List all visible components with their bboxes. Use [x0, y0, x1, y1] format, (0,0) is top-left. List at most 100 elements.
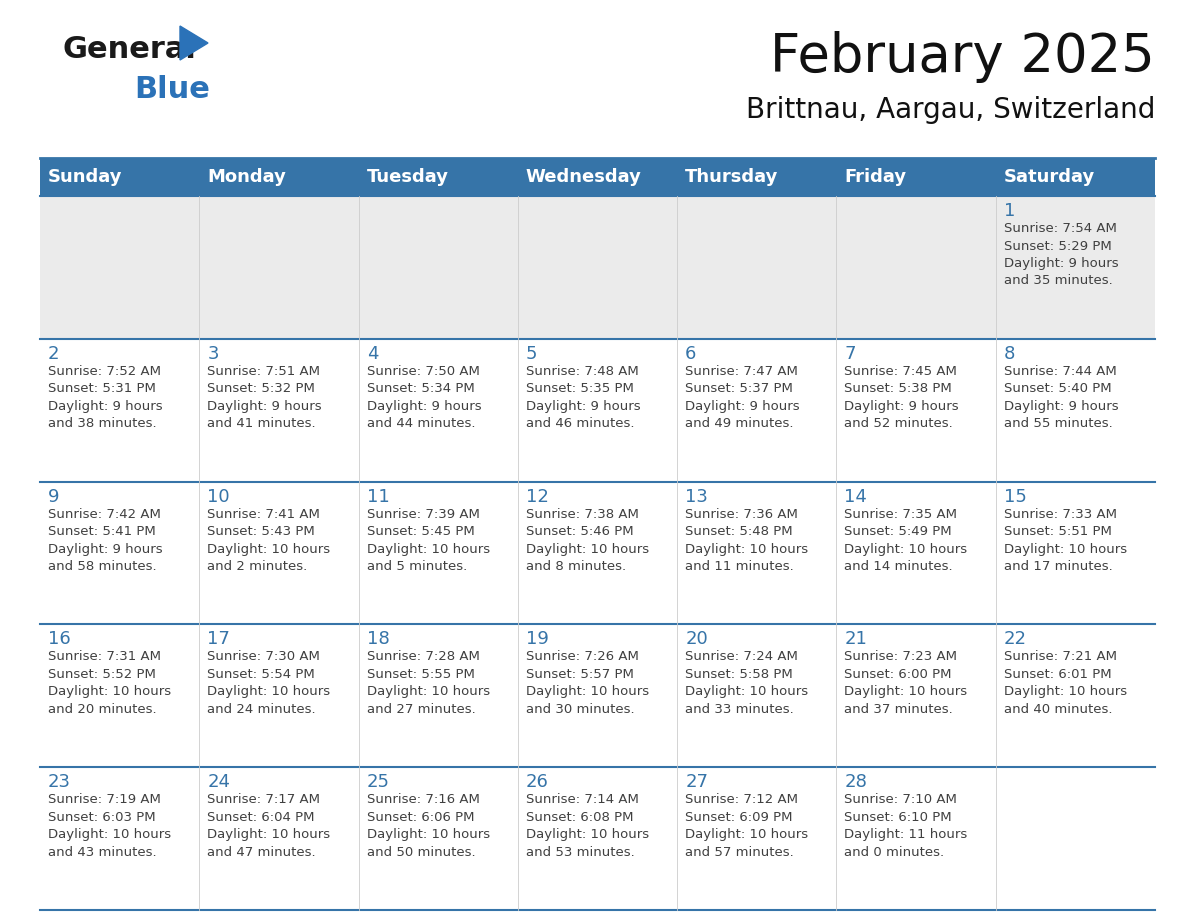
Text: 22: 22: [1004, 631, 1026, 648]
Bar: [836, 624, 996, 767]
Text: 8: 8: [1004, 345, 1015, 363]
Text: 21: 21: [845, 631, 867, 648]
Text: Monday: Monday: [207, 168, 286, 186]
Text: 14: 14: [845, 487, 867, 506]
Bar: [40, 482, 200, 624]
Text: Sunrise: 7:16 AM
Sunset: 6:06 PM
Daylight: 10 hours
and 50 minutes.: Sunrise: 7:16 AM Sunset: 6:06 PM Dayligh…: [367, 793, 489, 858]
Bar: [200, 767, 359, 910]
Text: 3: 3: [207, 345, 219, 363]
Text: Sunrise: 7:31 AM
Sunset: 5:52 PM
Daylight: 10 hours
and 20 minutes.: Sunrise: 7:31 AM Sunset: 5:52 PM Dayligh…: [48, 650, 171, 716]
Bar: [518, 767, 677, 910]
Bar: [518, 158, 677, 196]
Text: February 2025: February 2025: [770, 31, 1155, 83]
Bar: [359, 482, 518, 624]
Bar: [677, 624, 836, 767]
Bar: [677, 196, 836, 339]
Text: Thursday: Thursday: [685, 168, 778, 186]
Bar: [677, 158, 836, 196]
Bar: [200, 158, 359, 196]
Text: 11: 11: [367, 487, 390, 506]
Bar: [996, 339, 1155, 482]
Text: Sunrise: 7:48 AM
Sunset: 5:35 PM
Daylight: 9 hours
and 46 minutes.: Sunrise: 7:48 AM Sunset: 5:35 PM Dayligh…: [526, 364, 640, 431]
Text: 25: 25: [367, 773, 390, 791]
Text: 7: 7: [845, 345, 855, 363]
Text: Sunrise: 7:42 AM
Sunset: 5:41 PM
Daylight: 9 hours
and 58 minutes.: Sunrise: 7:42 AM Sunset: 5:41 PM Dayligh…: [48, 508, 163, 573]
Bar: [996, 158, 1155, 196]
Text: Sunrise: 7:39 AM
Sunset: 5:45 PM
Daylight: 10 hours
and 5 minutes.: Sunrise: 7:39 AM Sunset: 5:45 PM Dayligh…: [367, 508, 489, 573]
Text: 5: 5: [526, 345, 537, 363]
Bar: [359, 339, 518, 482]
Bar: [40, 339, 200, 482]
Text: Sunrise: 7:19 AM
Sunset: 6:03 PM
Daylight: 10 hours
and 43 minutes.: Sunrise: 7:19 AM Sunset: 6:03 PM Dayligh…: [48, 793, 171, 858]
Bar: [836, 482, 996, 624]
Bar: [40, 158, 200, 196]
Text: Sunrise: 7:54 AM
Sunset: 5:29 PM
Daylight: 9 hours
and 35 minutes.: Sunrise: 7:54 AM Sunset: 5:29 PM Dayligh…: [1004, 222, 1118, 287]
Text: Sunrise: 7:28 AM
Sunset: 5:55 PM
Daylight: 10 hours
and 27 minutes.: Sunrise: 7:28 AM Sunset: 5:55 PM Dayligh…: [367, 650, 489, 716]
Text: Sunrise: 7:35 AM
Sunset: 5:49 PM
Daylight: 10 hours
and 14 minutes.: Sunrise: 7:35 AM Sunset: 5:49 PM Dayligh…: [845, 508, 967, 573]
Text: Sunrise: 7:38 AM
Sunset: 5:46 PM
Daylight: 10 hours
and 8 minutes.: Sunrise: 7:38 AM Sunset: 5:46 PM Dayligh…: [526, 508, 649, 573]
Text: Sunrise: 7:30 AM
Sunset: 5:54 PM
Daylight: 10 hours
and 24 minutes.: Sunrise: 7:30 AM Sunset: 5:54 PM Dayligh…: [207, 650, 330, 716]
Text: 28: 28: [845, 773, 867, 791]
Bar: [836, 767, 996, 910]
Text: Sunrise: 7:23 AM
Sunset: 6:00 PM
Daylight: 10 hours
and 37 minutes.: Sunrise: 7:23 AM Sunset: 6:00 PM Dayligh…: [845, 650, 967, 716]
Text: Tuesday: Tuesday: [367, 168, 449, 186]
Bar: [359, 767, 518, 910]
Text: Sunrise: 7:21 AM
Sunset: 6:01 PM
Daylight: 10 hours
and 40 minutes.: Sunrise: 7:21 AM Sunset: 6:01 PM Dayligh…: [1004, 650, 1127, 716]
Text: Sunrise: 7:51 AM
Sunset: 5:32 PM
Daylight: 9 hours
and 41 minutes.: Sunrise: 7:51 AM Sunset: 5:32 PM Dayligh…: [207, 364, 322, 431]
Text: Sunrise: 7:36 AM
Sunset: 5:48 PM
Daylight: 10 hours
and 11 minutes.: Sunrise: 7:36 AM Sunset: 5:48 PM Dayligh…: [685, 508, 808, 573]
Bar: [359, 158, 518, 196]
Text: Sunrise: 7:17 AM
Sunset: 6:04 PM
Daylight: 10 hours
and 47 minutes.: Sunrise: 7:17 AM Sunset: 6:04 PM Dayligh…: [207, 793, 330, 858]
Text: 27: 27: [685, 773, 708, 791]
Text: Sunrise: 7:41 AM
Sunset: 5:43 PM
Daylight: 10 hours
and 2 minutes.: Sunrise: 7:41 AM Sunset: 5:43 PM Dayligh…: [207, 508, 330, 573]
Text: 17: 17: [207, 631, 230, 648]
Text: Sunrise: 7:12 AM
Sunset: 6:09 PM
Daylight: 10 hours
and 57 minutes.: Sunrise: 7:12 AM Sunset: 6:09 PM Dayligh…: [685, 793, 808, 858]
Bar: [996, 196, 1155, 339]
Text: 20: 20: [685, 631, 708, 648]
Bar: [40, 624, 200, 767]
Text: Sunrise: 7:14 AM
Sunset: 6:08 PM
Daylight: 10 hours
and 53 minutes.: Sunrise: 7:14 AM Sunset: 6:08 PM Dayligh…: [526, 793, 649, 858]
Text: Sunrise: 7:45 AM
Sunset: 5:38 PM
Daylight: 9 hours
and 52 minutes.: Sunrise: 7:45 AM Sunset: 5:38 PM Dayligh…: [845, 364, 959, 431]
Bar: [677, 482, 836, 624]
Text: Wednesday: Wednesday: [526, 168, 642, 186]
Text: Sunrise: 7:26 AM
Sunset: 5:57 PM
Daylight: 10 hours
and 30 minutes.: Sunrise: 7:26 AM Sunset: 5:57 PM Dayligh…: [526, 650, 649, 716]
Text: 23: 23: [48, 773, 71, 791]
Text: 12: 12: [526, 487, 549, 506]
Bar: [836, 339, 996, 482]
Text: General: General: [62, 35, 196, 64]
Bar: [40, 196, 200, 339]
Text: Brittnau, Aargau, Switzerland: Brittnau, Aargau, Switzerland: [746, 96, 1155, 124]
Bar: [359, 624, 518, 767]
Bar: [836, 196, 996, 339]
Text: 15: 15: [1004, 487, 1026, 506]
Bar: [996, 482, 1155, 624]
Text: Sunrise: 7:33 AM
Sunset: 5:51 PM
Daylight: 10 hours
and 17 minutes.: Sunrise: 7:33 AM Sunset: 5:51 PM Dayligh…: [1004, 508, 1127, 573]
Text: Sunrise: 7:44 AM
Sunset: 5:40 PM
Daylight: 9 hours
and 55 minutes.: Sunrise: 7:44 AM Sunset: 5:40 PM Dayligh…: [1004, 364, 1118, 431]
Text: 4: 4: [367, 345, 378, 363]
Bar: [518, 624, 677, 767]
Text: Saturday: Saturday: [1004, 168, 1095, 186]
Text: Sunday: Sunday: [48, 168, 122, 186]
Bar: [40, 767, 200, 910]
Text: Friday: Friday: [845, 168, 906, 186]
Text: 10: 10: [207, 487, 230, 506]
Text: Sunrise: 7:50 AM
Sunset: 5:34 PM
Daylight: 9 hours
and 44 minutes.: Sunrise: 7:50 AM Sunset: 5:34 PM Dayligh…: [367, 364, 481, 431]
Text: 26: 26: [526, 773, 549, 791]
Bar: [200, 196, 359, 339]
Bar: [996, 767, 1155, 910]
Text: Sunrise: 7:10 AM
Sunset: 6:10 PM
Daylight: 11 hours
and 0 minutes.: Sunrise: 7:10 AM Sunset: 6:10 PM Dayligh…: [845, 793, 968, 858]
Text: Sunrise: 7:52 AM
Sunset: 5:31 PM
Daylight: 9 hours
and 38 minutes.: Sunrise: 7:52 AM Sunset: 5:31 PM Dayligh…: [48, 364, 163, 431]
Text: Sunrise: 7:24 AM
Sunset: 5:58 PM
Daylight: 10 hours
and 33 minutes.: Sunrise: 7:24 AM Sunset: 5:58 PM Dayligh…: [685, 650, 808, 716]
Text: 6: 6: [685, 345, 696, 363]
Bar: [518, 196, 677, 339]
Bar: [200, 624, 359, 767]
Text: 24: 24: [207, 773, 230, 791]
Polygon shape: [181, 26, 208, 60]
Text: Blue: Blue: [134, 75, 210, 104]
Bar: [996, 624, 1155, 767]
Bar: [518, 482, 677, 624]
Text: Sunrise: 7:47 AM
Sunset: 5:37 PM
Daylight: 9 hours
and 49 minutes.: Sunrise: 7:47 AM Sunset: 5:37 PM Dayligh…: [685, 364, 800, 431]
Text: 1: 1: [1004, 202, 1015, 220]
Bar: [200, 339, 359, 482]
Bar: [518, 339, 677, 482]
Text: 18: 18: [367, 631, 390, 648]
